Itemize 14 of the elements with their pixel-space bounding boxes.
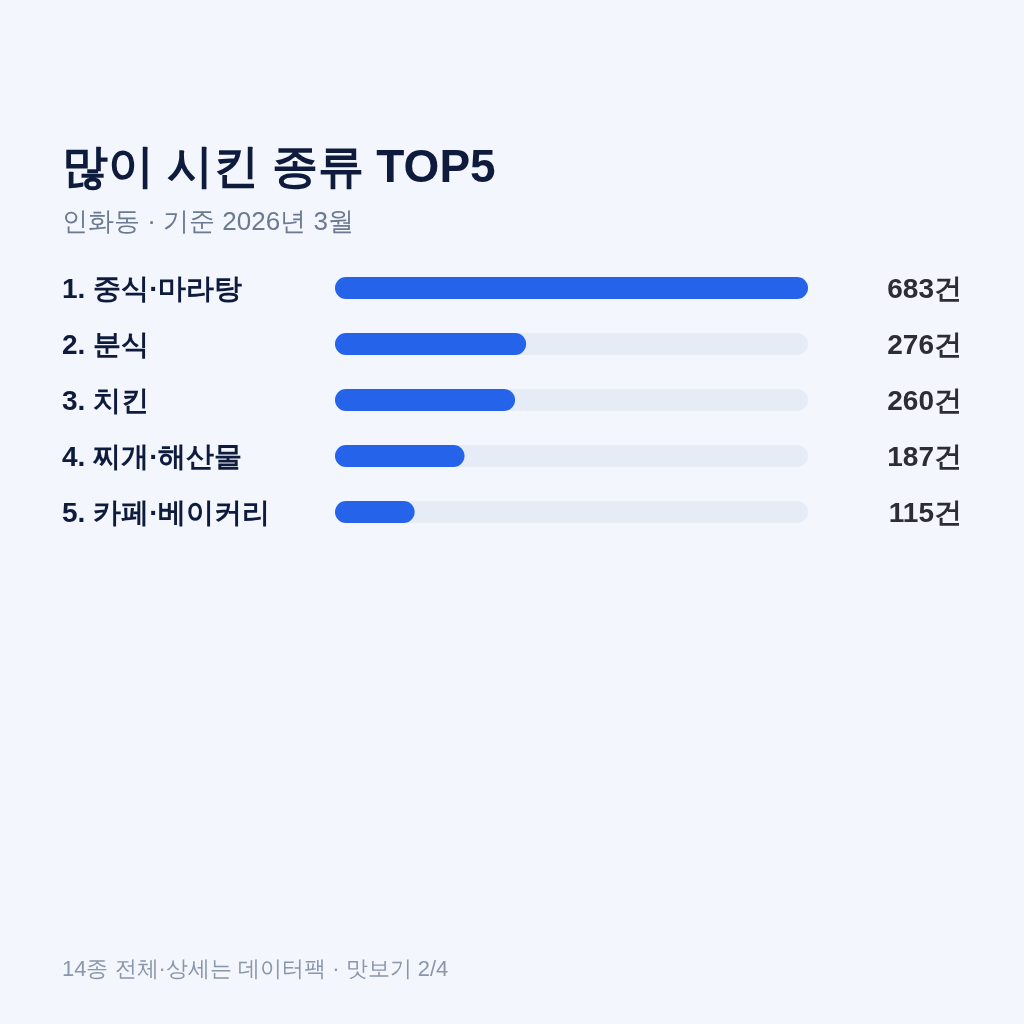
data-label: 683건 [887,273,962,304]
y-tick-label: 2. 분식 [62,329,150,360]
y-tick-label: 1. 중식·마라탕 [62,273,243,304]
y-tick-label: 4. 찌개·해산물 [62,441,243,472]
data-label: 115건 [888,497,962,528]
chart-subtitle: 인화동 · 기준 2026년 3월 [62,206,354,236]
text: 14종 전체·상세는 데이터팩 · 맛보기 2/4 [62,956,449,981]
y-tick-label: 5. 카페·베이커리 [62,497,271,528]
chart-title: 많이 시킨 종류 TOP5 [62,140,496,192]
data-label: 276건 [887,329,962,360]
y-tick-label: 3. 치킨 [62,385,150,416]
bar [335,501,415,523]
data-label: 260건 [887,385,962,416]
data-label: 187건 [887,441,962,472]
